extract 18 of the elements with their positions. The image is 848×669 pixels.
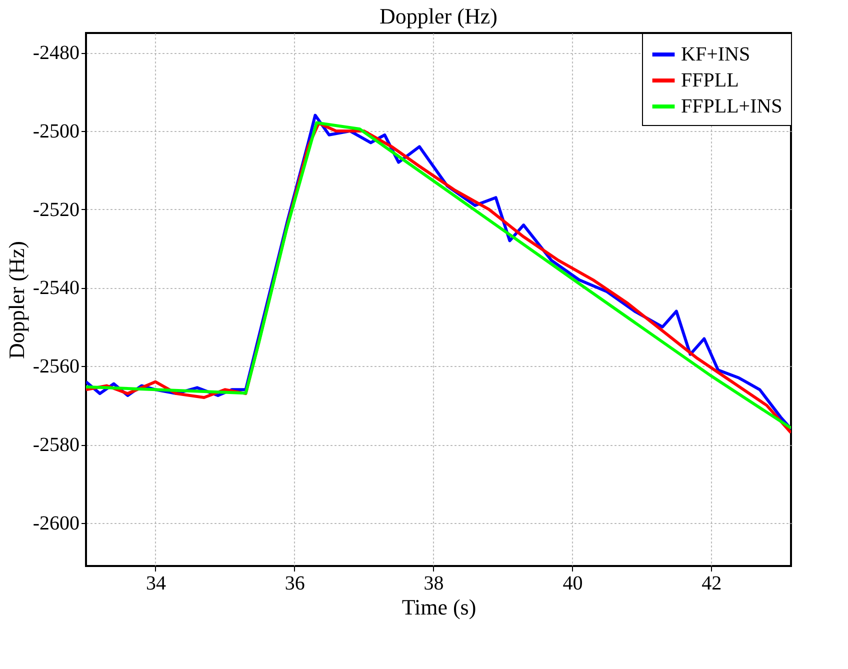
legend-label: KF+INS	[681, 44, 750, 66]
x-tick-label: 34	[146, 572, 166, 594]
x-tick-label: 40	[562, 572, 583, 594]
y-tick-label: -2500	[32, 120, 80, 142]
legend-label: FFPLL	[681, 70, 739, 92]
x-tick-label: 38	[424, 572, 444, 594]
y-tick-label: -2540	[32, 277, 80, 300]
x-axis-title: Time (s)	[402, 594, 476, 620]
y-tick-label: -2560	[32, 356, 80, 378]
x-tick-label: 42	[702, 572, 722, 594]
y-tick-label: -2480	[32, 42, 80, 64]
legend-label: FFPLL+INS	[681, 96, 782, 118]
chart-title: Doppler (Hz)	[380, 4, 498, 28]
y-tick-label: -2600	[32, 512, 80, 534]
x-tick-label: 36	[284, 572, 305, 594]
y-axis-title: Doppler (Hz)	[4, 241, 29, 359]
y-tick-label: -2520	[32, 198, 80, 221]
y-tick-label: -2580	[32, 434, 80, 456]
